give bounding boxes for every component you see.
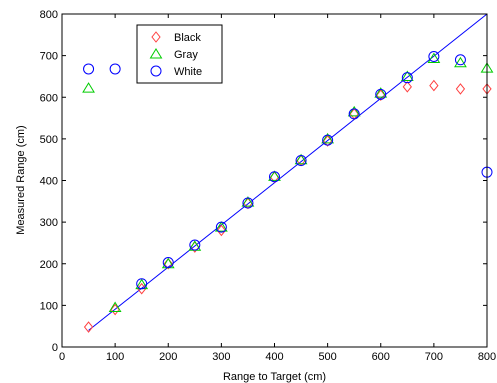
reference-line-layer — [88, 13, 488, 331]
point-black — [110, 303, 120, 316]
point-white — [136, 278, 148, 290]
legend-label-gray: Gray — [174, 49, 198, 61]
point-white — [348, 108, 360, 120]
point-white — [242, 197, 254, 209]
legend-markers — [149, 31, 163, 77]
x-tick-label: 800 — [478, 351, 496, 363]
y-tick-label: 500 — [40, 134, 58, 146]
legend-marker-gray — [149, 48, 163, 59]
point-white — [189, 239, 201, 251]
series-layer — [82, 50, 494, 333]
y-tick-label: 0 — [52, 342, 58, 354]
y-tick-label: 400 — [40, 176, 58, 188]
point-gray — [241, 196, 255, 207]
reference-line — [88, 13, 488, 331]
point-white — [295, 155, 307, 167]
x-tick-label: 600 — [372, 351, 390, 363]
point-black — [137, 282, 147, 295]
point-white — [162, 257, 174, 269]
point-black — [402, 81, 412, 93]
point-gray — [108, 301, 122, 312]
y-tick-label: 200 — [40, 259, 58, 271]
x-tick-label: 0 — [59, 351, 65, 363]
point-gray — [347, 105, 361, 117]
point-black — [83, 321, 94, 333]
point-white — [401, 72, 413, 84]
x-tick-label: 200 — [159, 351, 177, 363]
legend-marker-black — [151, 31, 161, 43]
point-black — [376, 89, 386, 101]
point-white — [428, 50, 440, 62]
y-tick-label: 300 — [40, 217, 58, 229]
point-gray — [427, 52, 441, 64]
y-axis-label: Measured Range (cm) — [15, 125, 27, 234]
y-tick-label: 700 — [40, 51, 58, 63]
legend: Black Gray White — [136, 24, 223, 84]
point-gray — [400, 70, 414, 81]
point-gray — [294, 153, 308, 165]
legend-label-white: White — [174, 66, 202, 78]
point-white — [269, 171, 280, 183]
point-gray — [374, 87, 388, 98]
point-white — [215, 221, 227, 233]
x-axis-label: Range to Target (cm) — [223, 371, 326, 383]
point-white — [322, 134, 334, 146]
point-gray — [454, 56, 467, 68]
point-white — [83, 63, 95, 75]
point-black — [163, 257, 173, 270]
point-black — [429, 79, 439, 92]
x-tick-label: 700 — [425, 351, 443, 363]
point-black — [455, 83, 466, 95]
point-white — [109, 63, 121, 75]
y-tick-label: 800 — [40, 9, 58, 21]
point-white — [375, 88, 387, 100]
x-tick-label: 100 — [106, 351, 124, 363]
legend-marker-white — [150, 65, 162, 77]
point-gray — [214, 221, 228, 232]
point-gray — [321, 132, 335, 144]
point-white — [454, 54, 466, 66]
tick-layer: 0 100 200 300 400 500 600 700 800 0 100 200 300 400 50… — [40, 9, 497, 363]
point-gray — [82, 82, 95, 93]
x-tick-label: 500 — [318, 351, 336, 363]
point-gray — [268, 170, 281, 181]
x-tick-label: 300 — [212, 351, 230, 363]
y-tick-label: 100 — [40, 300, 58, 312]
point-black — [322, 135, 333, 147]
x-tick-label: 400 — [265, 351, 283, 363]
legend-label-black: Black — [174, 32, 201, 44]
y-tick-label: 600 — [40, 92, 58, 104]
series-white — [83, 50, 493, 290]
point-black — [216, 224, 227, 237]
